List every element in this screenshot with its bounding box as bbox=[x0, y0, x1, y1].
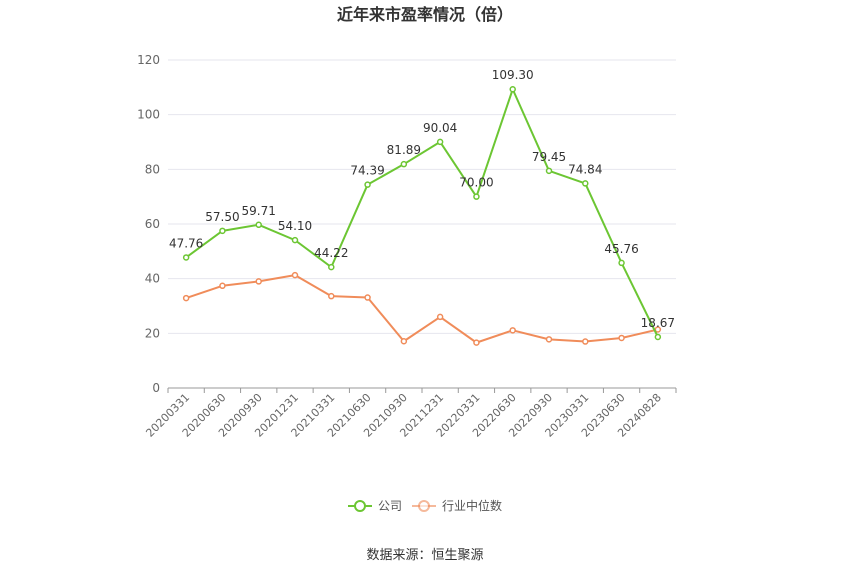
data-point-0 bbox=[473, 193, 480, 200]
y-tick-label: 20 bbox=[145, 326, 160, 340]
x-axis: 2020033120200630202009302020123120210331… bbox=[143, 387, 677, 440]
data-point-0 bbox=[582, 180, 589, 187]
data-label: 70.00 bbox=[459, 176, 493, 190]
data-label: 81.89 bbox=[387, 143, 421, 157]
y-axis: 0 20 40 60 80 100 120 bbox=[137, 53, 160, 395]
data-point-1 bbox=[473, 339, 480, 346]
legend-label: 公司 bbox=[378, 499, 402, 513]
data-label: 109.30 bbox=[492, 68, 534, 82]
data-label: 44.22 bbox=[314, 246, 348, 260]
data-point-1 bbox=[328, 292, 335, 300]
y-tick-label: 0 bbox=[152, 381, 160, 395]
data-point-0 bbox=[182, 254, 190, 261]
data-point-1 bbox=[364, 294, 371, 301]
legend-marker bbox=[354, 500, 366, 512]
y-tick-label: 60 bbox=[145, 217, 160, 231]
y-tick-label: 40 bbox=[145, 272, 160, 286]
data-point-1 bbox=[436, 313, 444, 321]
data-point-0 bbox=[654, 333, 662, 341]
data-point-1 bbox=[582, 338, 589, 345]
legend-marker bbox=[418, 500, 430, 512]
data-label: 90.04 bbox=[423, 121, 457, 135]
data-label: 54.10 bbox=[278, 219, 312, 233]
series-line-0 bbox=[185, 88, 659, 338]
data-point-0 bbox=[436, 138, 444, 146]
data-point-1 bbox=[545, 336, 553, 343]
data-point-0 bbox=[328, 263, 335, 271]
data-point-1 bbox=[400, 338, 408, 345]
data-label: 57.50 bbox=[205, 210, 239, 224]
grid bbox=[168, 59, 676, 334]
data-point-0 bbox=[509, 85, 516, 93]
data-label: 74.39 bbox=[350, 164, 384, 178]
y-tick-label: 120 bbox=[137, 53, 160, 67]
data-point-0 bbox=[618, 259, 625, 267]
data-point-1 bbox=[618, 334, 625, 342]
data-point-0 bbox=[219, 227, 226, 235]
source-text: 数据来源：恒生聚源 bbox=[366, 548, 483, 563]
data-label: 59.71 bbox=[242, 204, 276, 218]
data-point-1 bbox=[654, 326, 662, 333]
data-label: 74.84 bbox=[568, 162, 602, 176]
data-point-1 bbox=[219, 282, 226, 290]
data-label: 18.67 bbox=[641, 316, 675, 330]
data-label: 47.76 bbox=[169, 236, 203, 250]
data-point-1 bbox=[509, 327, 516, 334]
y-tick-label: 100 bbox=[137, 108, 160, 122]
data-point-0 bbox=[545, 167, 553, 175]
legend-item-0[interactable]: 公司 bbox=[348, 499, 402, 513]
legend[interactable]: 公司 行业中位数 bbox=[348, 498, 502, 513]
data-point-0 bbox=[255, 221, 262, 229]
data-point-0 bbox=[291, 236, 299, 244]
legend-item-1[interactable]: 行业中位数 bbox=[412, 498, 502, 513]
data-point-1 bbox=[291, 271, 299, 279]
series-line-1 bbox=[185, 274, 659, 344]
legend-label: 行业中位数 bbox=[442, 498, 502, 513]
data-point-1 bbox=[255, 278, 262, 285]
data-label: 45.76 bbox=[604, 242, 638, 256]
data-label: 79.45 bbox=[532, 150, 566, 164]
data-point-0 bbox=[364, 181, 371, 188]
y-tick-label: 80 bbox=[145, 162, 160, 176]
chart-title: 近年来市盈率情况（倍） bbox=[337, 5, 513, 24]
data-point-0 bbox=[400, 160, 408, 168]
series-layer bbox=[182, 85, 662, 346]
data-point-1 bbox=[182, 294, 190, 302]
